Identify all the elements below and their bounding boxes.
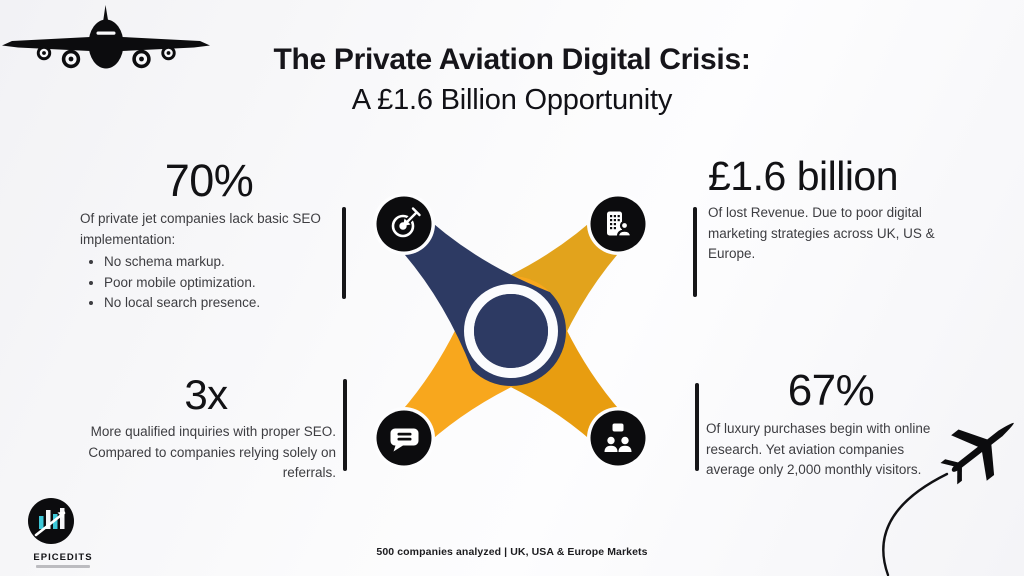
divider-top-right [693,207,697,297]
company-building-icon [587,193,649,255]
stat-qualified-inquiries-description: More qualified inquiries with proper SEO… [88,424,336,481]
airplane-front-icon [2,5,210,69]
stat-seo-gap: 70% Of private jet companies lack basic … [80,157,338,313]
logo-tagline [36,565,90,568]
divider-bottom-left [343,379,347,471]
stat-online-research-value: 67% [787,366,875,415]
stat-seo-gap-value: 70% [164,155,254,206]
stat-online-research: 67% Of luxury purchases begin with onlin… [706,366,956,481]
cockpit-window [96,31,116,35]
stat-seo-gap-bullets: No schema markup. Poor mobile optimizati… [88,252,338,313]
hub-core [474,294,548,368]
bullet-item: Poor mobile optimization. [104,273,338,293]
stat-qualified-inquiries-value: 3x [184,371,228,418]
divider-top-left [342,207,346,299]
chat-message-icon [373,407,435,469]
stat-lost-revenue: £1.6 billion Of lost Revenue. Due to poo… [708,153,946,265]
page-title: The Private Aviation Digital Crisis: A £… [0,42,1024,118]
brand-name: EPICEDITS [33,552,93,563]
title-line-1: The Private Aviation Digital Crisis: [273,43,751,76]
title-line-2: A £1.6 Billion Opportunity [351,84,673,116]
stat-online-research-description: Of luxury purchases begin with online re… [706,421,931,478]
divider-bottom-right [695,383,699,471]
target-arrow-icon [373,193,435,255]
team-structure-icon [587,407,649,469]
growth-chart-icon [28,498,74,544]
footer-note: 500 companies analyzed | UK, USA & Europ… [376,546,648,558]
bullet-item: No local search presence. [104,293,338,313]
stat-lost-revenue-description: Of lost Revenue. Due to poor digital mar… [708,205,935,262]
stat-lost-revenue-value: £1.6 billion [708,153,899,199]
flight-path-swoosh [882,472,949,576]
engine-icons [36,45,176,69]
stat-seo-gap-description: Of private jet companies lack basic SEO … [80,211,321,247]
central-x-diagram [373,193,649,469]
airplane-takeoff-icon [882,422,1014,576]
bullet-item: No schema markup. [104,252,338,272]
stat-qualified-inquiries: 3x More qualified inquiries with proper … [76,371,336,484]
hub-ring [464,284,558,378]
brand-logo: EPICEDITS [24,496,102,568]
